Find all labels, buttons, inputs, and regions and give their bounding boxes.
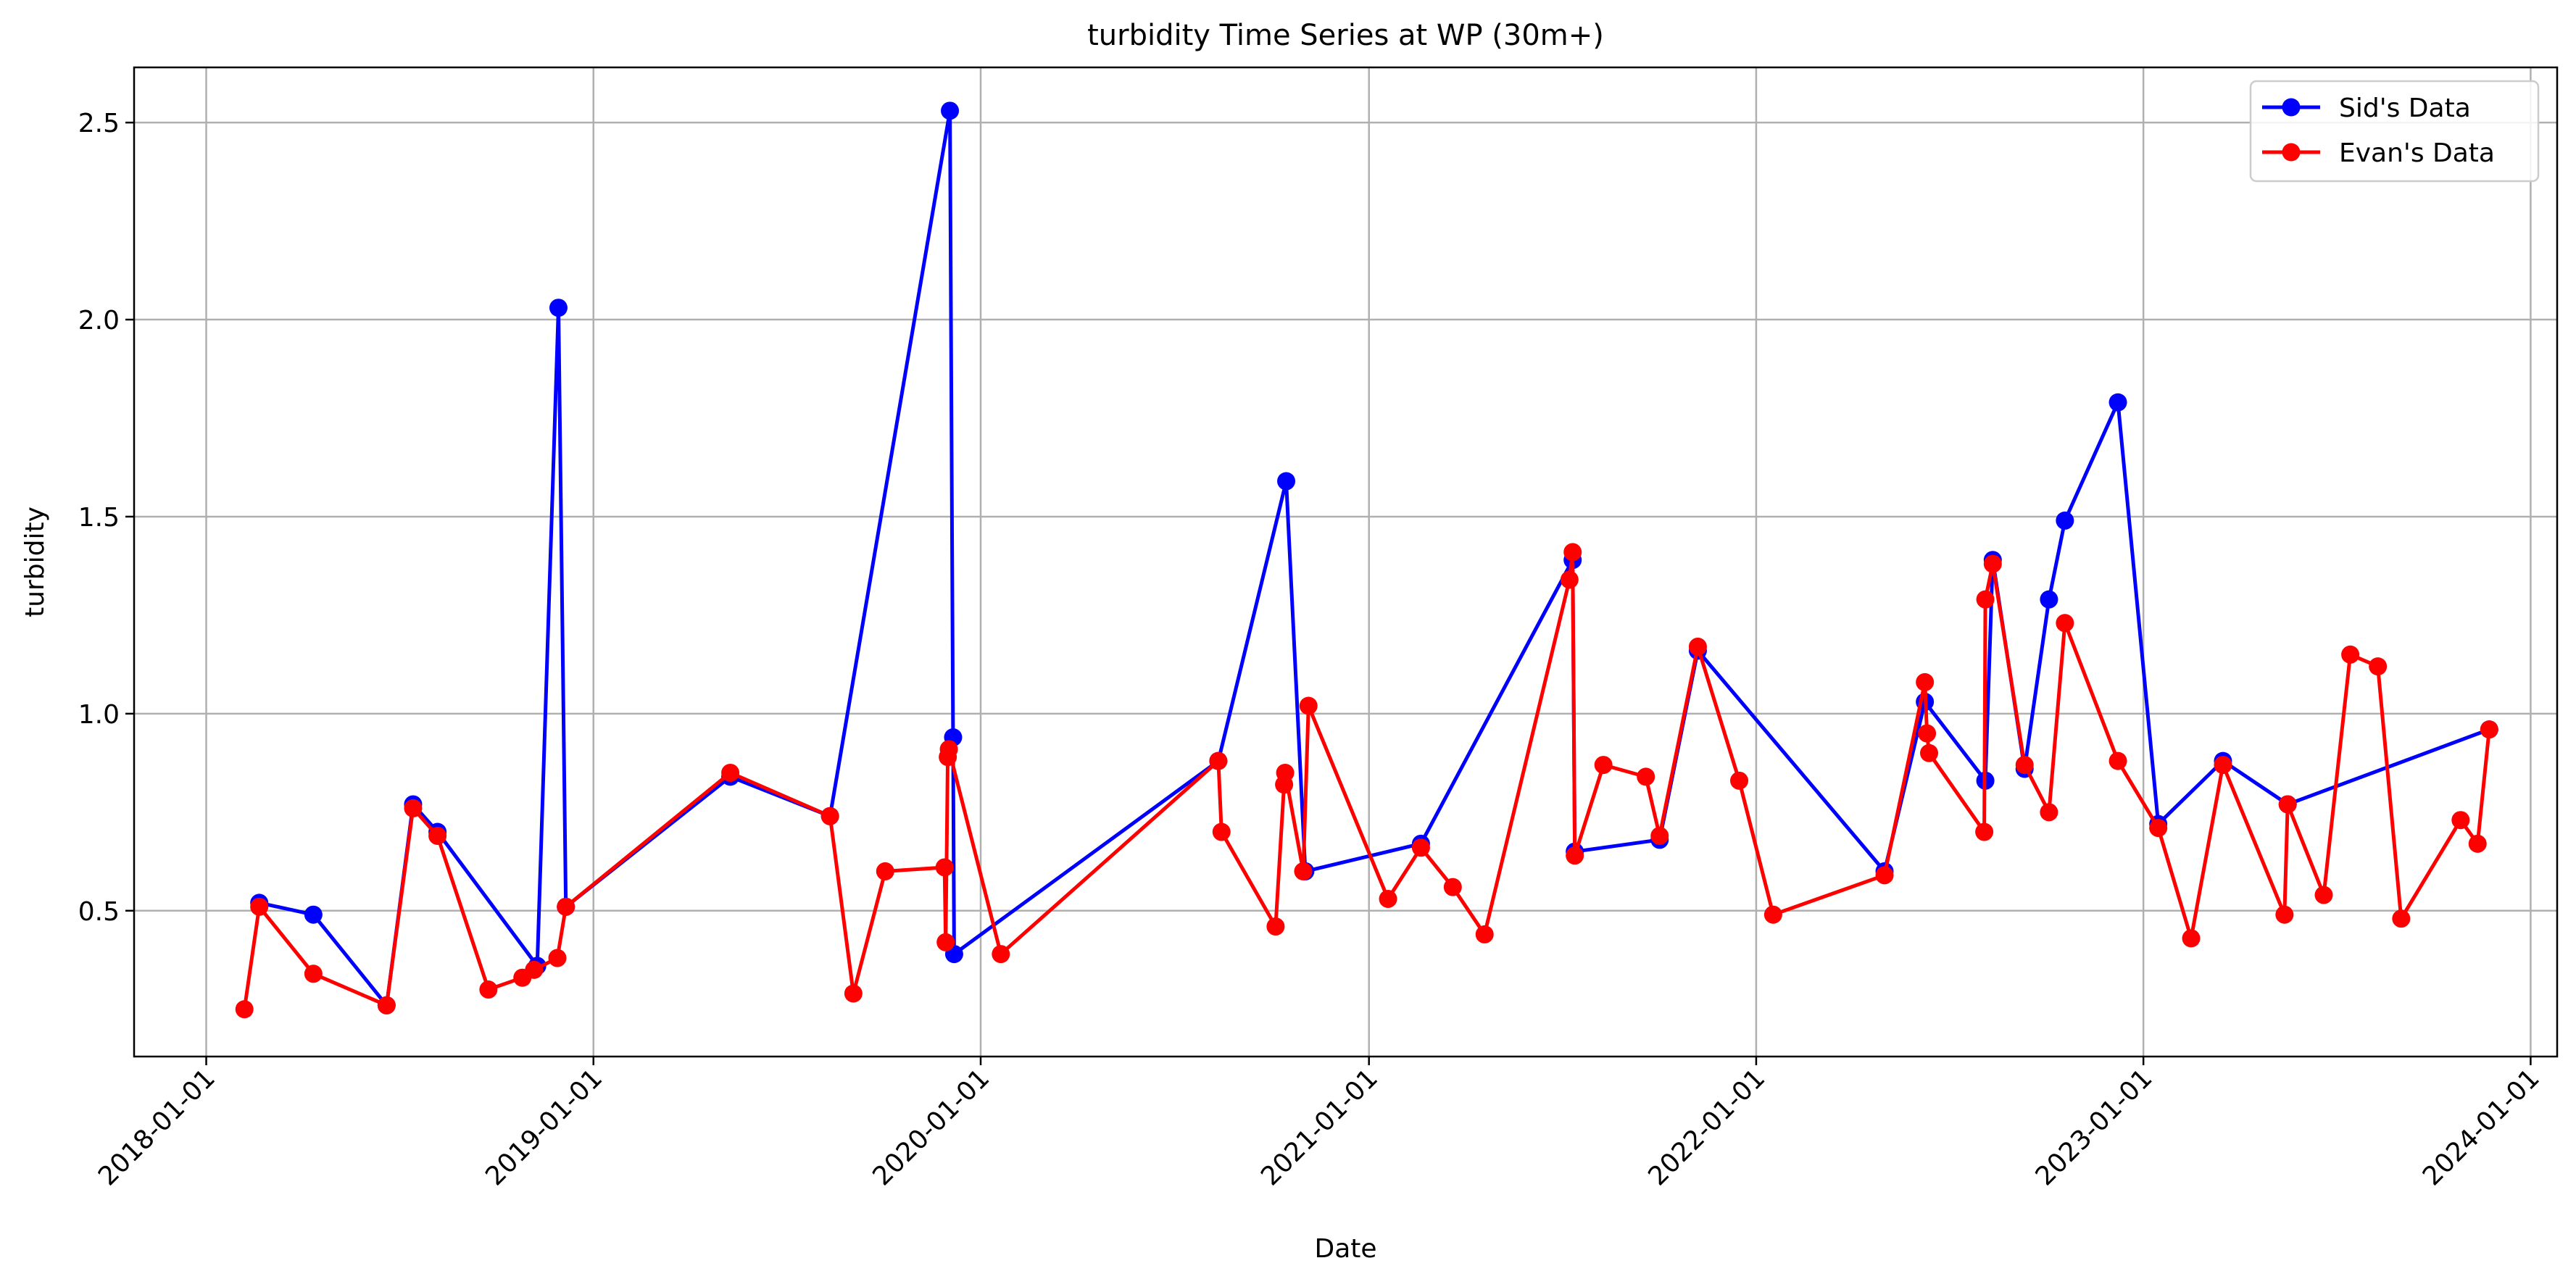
data-point (1266, 917, 1285, 936)
data-point (250, 897, 269, 916)
data-point (1650, 826, 1669, 845)
data-point (2108, 393, 2127, 412)
data-point (304, 965, 323, 983)
legend-marker (2282, 98, 2301, 117)
legend-marker (2282, 143, 2301, 162)
y-tick-label: 2.0 (78, 306, 120, 336)
data-point (2182, 929, 2201, 948)
data-point (941, 101, 960, 120)
data-point (1299, 696, 1318, 715)
data-point (1276, 763, 1295, 782)
data-point (820, 807, 839, 825)
data-point (2108, 751, 2127, 770)
data-point (1730, 771, 1749, 790)
data-point (1975, 822, 1994, 841)
legend-box (2249, 80, 2540, 183)
data-point (479, 980, 498, 999)
data-point (404, 799, 423, 817)
data-point (2392, 909, 2411, 928)
data-point (1688, 637, 1707, 656)
plot-area-frame (133, 66, 2559, 1058)
data-point (428, 826, 447, 845)
series-layer (235, 101, 2498, 1019)
data-point (2040, 590, 2058, 609)
data-point (2149, 819, 2168, 838)
data-point (1594, 756, 1613, 775)
data-point (721, 763, 740, 782)
data-point (1918, 724, 1937, 743)
data-point (377, 996, 396, 1015)
data-point (2015, 756, 2034, 775)
data-point (525, 960, 544, 979)
data-point (1560, 570, 1579, 589)
data-point (1212, 822, 1231, 841)
data-point (1443, 878, 1462, 896)
data-point (1563, 543, 1582, 562)
data-point (1277, 472, 1296, 491)
data-point (2275, 905, 2294, 924)
data-point (557, 897, 576, 916)
data-point (235, 1000, 254, 1019)
series-2 (235, 543, 2498, 1019)
data-point (2056, 614, 2074, 633)
data-point (2451, 811, 2470, 830)
legend: Sid's Data Evan's Data (2249, 80, 2540, 183)
data-point (1411, 838, 1430, 857)
data-point (992, 945, 1010, 964)
legend-label: Sid's Data (2339, 93, 2471, 123)
data-point (1983, 554, 2002, 573)
data-point (935, 858, 954, 877)
data-point (2314, 886, 2333, 904)
data-point (1379, 889, 1397, 908)
data-point (1475, 925, 1494, 943)
chart-title: turbidity Time Series at WP (30m+) (1087, 19, 1604, 52)
data-point (2214, 756, 2232, 775)
data-point (2468, 834, 2487, 853)
data-point (549, 299, 568, 317)
data-point (1209, 751, 1228, 770)
data-point (1976, 590, 1995, 609)
data-point (936, 933, 955, 951)
grid (134, 67, 2557, 1057)
data-point (1637, 767, 1655, 786)
data-point (548, 949, 567, 967)
data-point (876, 862, 894, 880)
data-point (1294, 862, 1313, 880)
x-axis-label: Date (1314, 1234, 1376, 1264)
y-tick-label: 0.5 (78, 897, 120, 927)
data-point (2369, 657, 2388, 676)
data-point (1920, 743, 1939, 762)
data-point (844, 984, 863, 1003)
data-point (2480, 720, 2498, 739)
data-point (1566, 846, 1584, 865)
y-axis-label: turbidity (20, 507, 50, 617)
y-tick-label: 1.0 (78, 700, 120, 730)
data-point (2056, 511, 2074, 530)
data-point (2278, 795, 2297, 814)
y-tick-label: 1.5 (78, 503, 120, 533)
data-point (2040, 803, 2058, 822)
data-point (1763, 905, 1782, 924)
data-point (939, 740, 958, 759)
y-tick-label: 2.5 (78, 109, 120, 138)
data-point (1916, 672, 1935, 691)
legend-label: Evan's Data (2339, 138, 2495, 168)
data-point (1875, 866, 1894, 885)
data-point (304, 905, 323, 924)
data-point (2341, 645, 2360, 664)
